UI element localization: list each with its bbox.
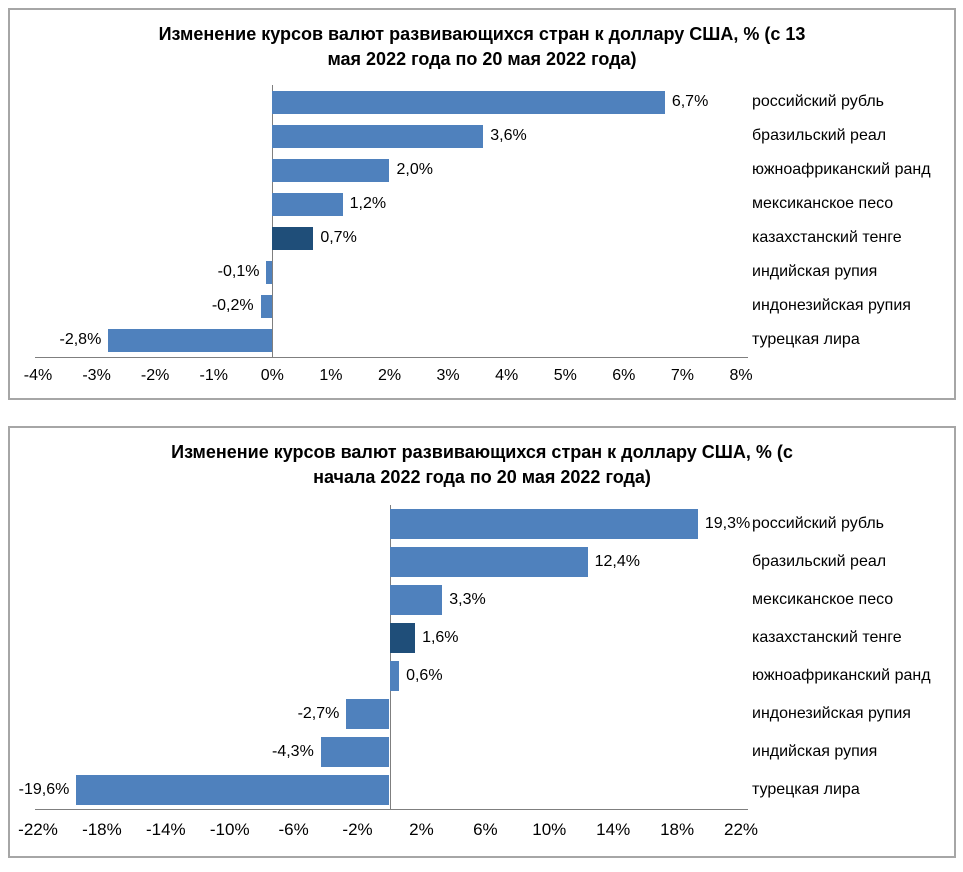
bar (76, 775, 390, 805)
bar-value-label: 1,6% (422, 629, 459, 646)
ytd-change-chart: Изменение курсов валют развивающихся стр… (8, 426, 956, 858)
x-axis-tick-label: -2% (140, 367, 170, 384)
x-axis-tick-label: 14% (596, 820, 631, 839)
plot-area: 6,7% российский рубль 3,6% бразильский реал… (10, 10, 954, 398)
bar-value-label: 0,7% (320, 229, 357, 246)
bar-value-label: 12,4% (594, 553, 640, 570)
category-label: российский рубль (752, 93, 885, 110)
bar (260, 294, 273, 318)
x-axis-tick-label: 5% (553, 367, 577, 384)
category-label: турецкая лира (752, 781, 860, 798)
bar (389, 585, 443, 615)
bar (389, 547, 588, 577)
bar-value-label: -2,8% (59, 331, 102, 348)
category-label: казахстанский тенге (752, 229, 902, 246)
category-label: российский рубль (752, 515, 885, 532)
category-label: турецкая лира (752, 331, 860, 348)
bar (389, 661, 400, 691)
x-axis-tick-label: 10% (532, 820, 567, 839)
category-label: южноафриканский ранд (752, 161, 931, 178)
x-axis-tick-label: -4% (23, 367, 53, 384)
x-axis-tick-label: 4% (495, 367, 519, 384)
x-axis-tick-label: 22% (723, 820, 759, 839)
x-axis-tick-label: -22% (18, 820, 58, 839)
bar (320, 737, 390, 767)
bar (389, 623, 416, 653)
category-label: индийская рупия (752, 263, 878, 280)
bar-value-label: -0,2% (211, 297, 254, 314)
category-label: индонезийская рупия (752, 705, 911, 722)
category-label: индийская рупия (752, 743, 878, 760)
bar-value-label: 3,3% (449, 591, 486, 608)
x-axis-tick-label: -14% (145, 820, 186, 839)
x-axis-tick-label: 6% (473, 820, 498, 839)
x-axis-tick-label: -3% (82, 367, 111, 384)
x-axis-tick-label: 6% (612, 367, 636, 384)
weekly-change-chart: Изменение курсов валют развивающихся стр… (8, 8, 956, 400)
x-axis-tick-label: 1% (319, 367, 343, 384)
x-axis-tick-label: -6% (278, 820, 309, 839)
x-axis-tick-label: -18% (82, 820, 122, 839)
bar (346, 699, 390, 729)
x-axis-tick-label: 2% (377, 367, 402, 384)
chart-title: Изменение курсов валют развивающихся стр… (158, 24, 806, 70)
x-axis-tick-label: 3% (436, 367, 460, 384)
plot-area: 19,3% российский рубль 12,4% бразильский ре… (10, 428, 954, 856)
x-axis-tick-label: 18% (660, 820, 695, 839)
bar-value-label: -4,3% (272, 743, 314, 760)
category-label: мексиканское песо (752, 591, 894, 608)
bar-value-label: 1,2% (349, 195, 387, 212)
category-label: мексиканское песо (752, 195, 894, 212)
bar (272, 192, 343, 216)
bar (272, 124, 484, 148)
x-axis-tick-label: -1% (199, 367, 228, 384)
bar (389, 509, 698, 539)
bar-value-label: -19,6% (18, 781, 70, 798)
x-axis-tick-label: 7% (670, 367, 694, 384)
bar (272, 158, 390, 182)
zero-axis-line (272, 85, 274, 357)
category-label: бразильский реал (752, 553, 887, 570)
category-label: бразильский реал (752, 127, 887, 144)
x-axis-tick-label: 0% (260, 367, 284, 384)
category-label: казахстанский тенге (752, 629, 902, 646)
bar (272, 226, 314, 250)
x-axis-line (35, 357, 748, 358)
bar-value-label: 3,6% (490, 127, 527, 144)
bar (108, 328, 273, 352)
bar-value-label: -0,1% (217, 263, 260, 280)
bar-value-label: 0,6% (406, 667, 443, 684)
bar-value-label: 2,0% (396, 161, 433, 178)
bar (272, 90, 665, 114)
x-axis-tick-label: -10% (209, 820, 250, 839)
bar-value-label: -2,7% (297, 705, 340, 722)
category-label: южноафриканский ранд (752, 667, 931, 684)
bar-value-label: 19,3% (704, 515, 751, 532)
x-axis-tick-label: -2% (342, 820, 373, 839)
x-axis-tick-label: 2% (409, 820, 434, 839)
chart-title: Изменение курсов валют развивающихся стр… (171, 442, 793, 488)
bar-value-label: 6,7% (671, 93, 709, 110)
zero-axis-line (389, 505, 391, 809)
x-axis-line (35, 809, 748, 810)
bar (266, 260, 273, 284)
x-axis-tick-label: 8% (729, 367, 753, 384)
category-label: индонезийская рупия (752, 297, 911, 314)
